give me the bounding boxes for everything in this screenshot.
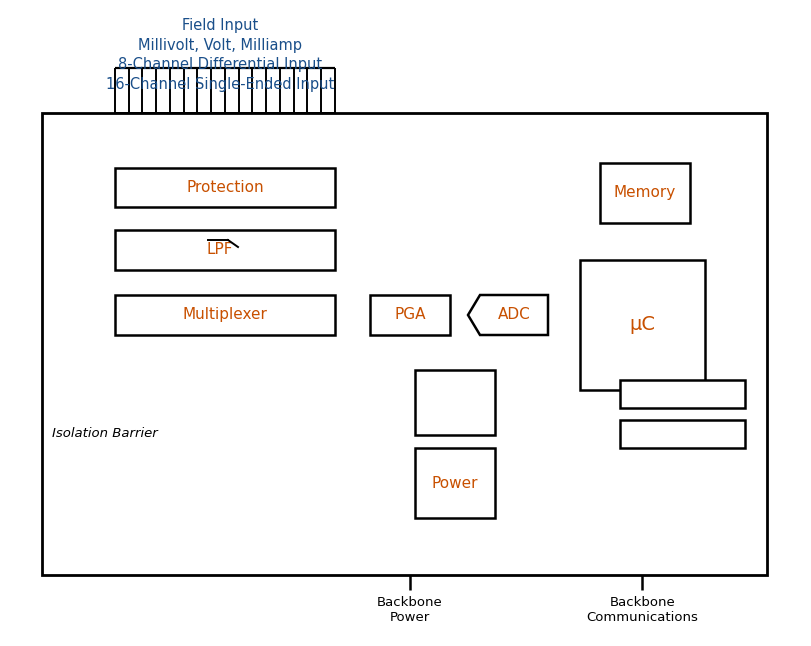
Text: Backbone
Communications: Backbone Communications [586, 596, 697, 624]
Text: Multiplexer: Multiplexer [182, 307, 267, 322]
Text: Millivolt, Volt, Milliamp: Millivolt, Volt, Milliamp [138, 38, 302, 53]
Text: Field Input: Field Input [182, 18, 258, 33]
Bar [579, 260, 704, 390]
Text: Power: Power [431, 475, 478, 490]
Bar [599, 163, 689, 223]
Text: Isolation Barrier: Isolation Barrier [52, 427, 157, 440]
Text: 16-Channel Single-Ended Input: 16-Channel Single-Ended Input [105, 77, 333, 92]
Bar [115, 295, 335, 335]
Bar [620, 380, 744, 408]
Bar [620, 420, 744, 448]
Text: μC: μC [629, 315, 654, 335]
Text: Memory: Memory [613, 185, 676, 200]
Bar [115, 168, 335, 207]
Bar [414, 448, 495, 518]
Polygon shape [467, 295, 547, 335]
Bar [42, 113, 766, 575]
Text: ADC: ADC [497, 307, 530, 322]
Bar [414, 370, 495, 435]
Text: Protection: Protection [186, 180, 264, 195]
Text: Backbone
Power: Backbone Power [376, 596, 442, 624]
Bar [115, 230, 335, 270]
Text: 8-Channel Differential Input: 8-Channel Differential Input [118, 57, 322, 72]
Text: LPF: LPF [207, 242, 233, 258]
Text: PGA: PGA [394, 307, 425, 322]
Bar [370, 295, 449, 335]
